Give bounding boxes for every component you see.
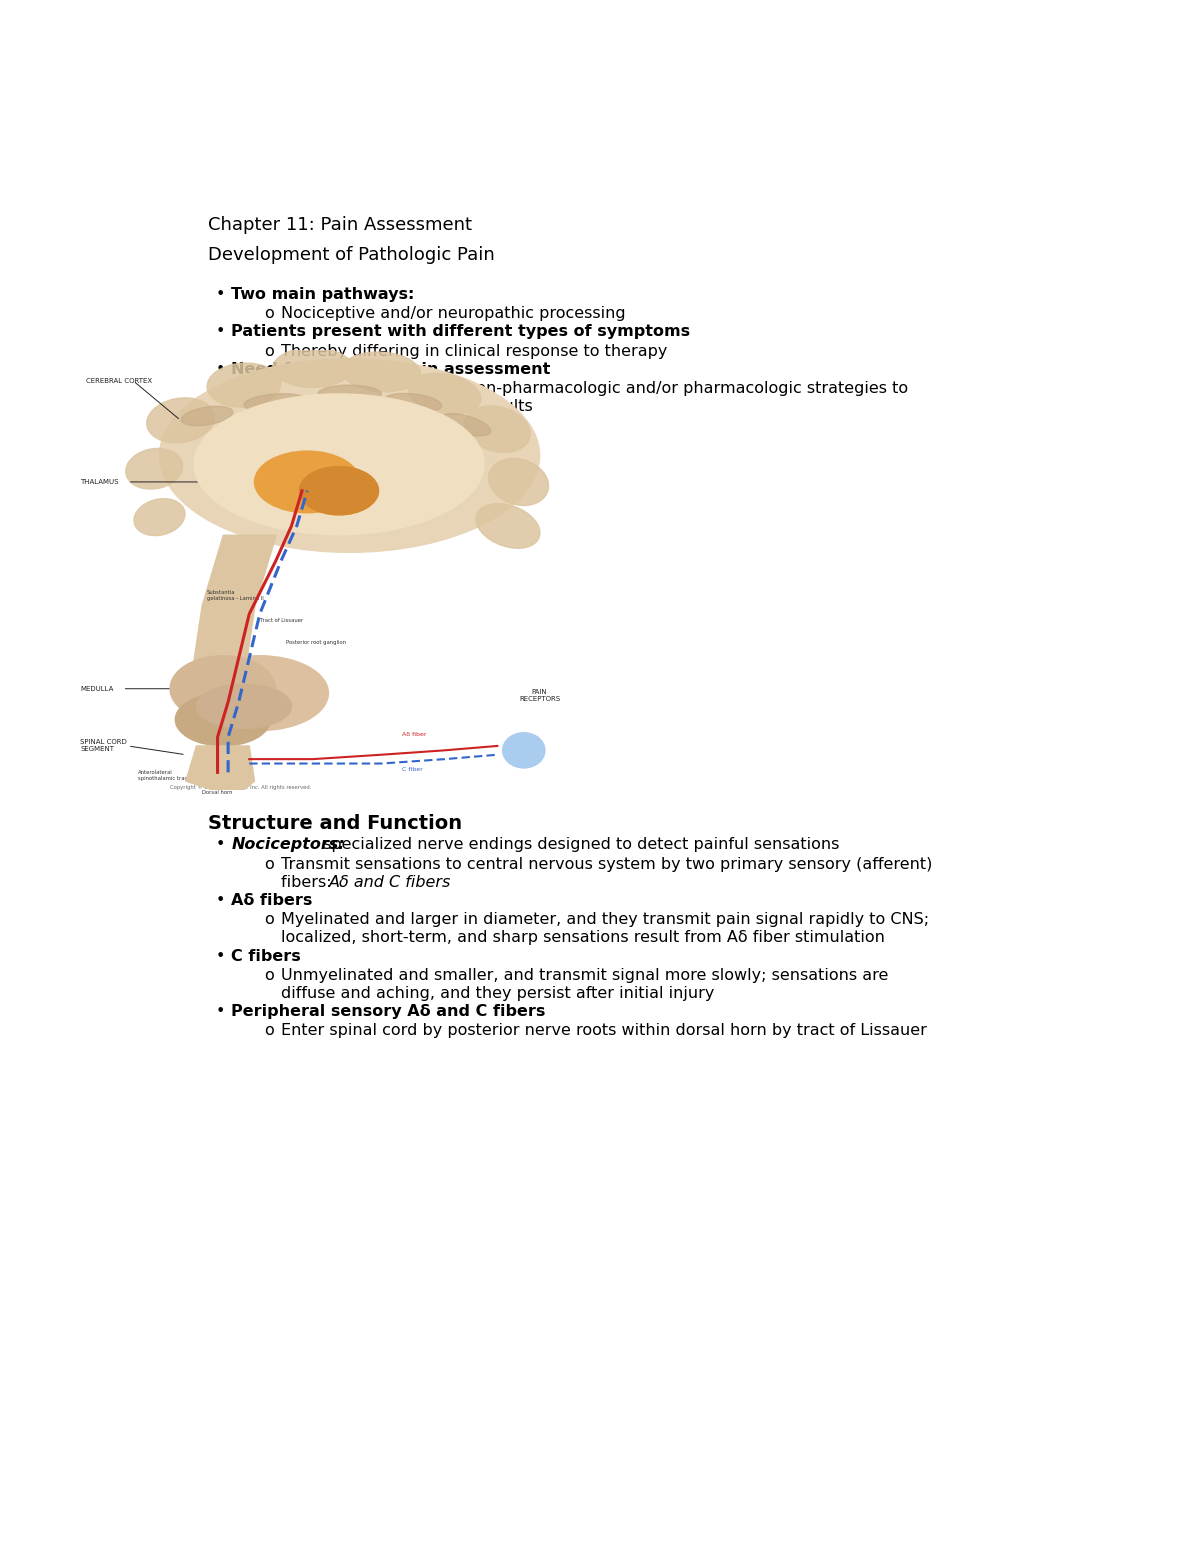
- Ellipse shape: [193, 394, 484, 534]
- Ellipse shape: [318, 385, 382, 402]
- Ellipse shape: [191, 655, 329, 730]
- Ellipse shape: [440, 413, 491, 436]
- Text: PAIN
RECEPTORS: PAIN RECEPTORS: [520, 690, 560, 702]
- Text: Myelinated and larger in diameter, and they transmit pain signal rapidly to CNS;: Myelinated and larger in diameter, and t…: [281, 912, 929, 927]
- Ellipse shape: [208, 363, 281, 407]
- Text: •: •: [216, 362, 224, 377]
- Ellipse shape: [146, 398, 215, 443]
- Ellipse shape: [274, 348, 353, 387]
- Ellipse shape: [300, 466, 378, 516]
- Text: Patients present with different types of symptoms: Patients present with different types of…: [232, 325, 690, 339]
- Ellipse shape: [160, 359, 540, 553]
- Text: Posterior root ganglion: Posterior root ganglion: [286, 640, 346, 644]
- Text: SPINAL CORD
SEGMENT: SPINAL CORD SEGMENT: [80, 739, 127, 753]
- Text: o: o: [264, 968, 274, 983]
- Text: localized, short-term, and sharp sensations result from Aδ fiber stimulation: localized, short-term, and sharp sensati…: [281, 930, 884, 946]
- Text: C fiber: C fiber: [402, 767, 424, 772]
- Text: o: o: [264, 857, 274, 871]
- Text: o: o: [264, 343, 274, 359]
- Text: Neuroanatomic Pathways: Neuroanatomic Pathways: [208, 438, 487, 458]
- Text: Structure and Function: Structure and Function: [208, 814, 462, 832]
- Text: Chapter 11: Pain Assessment: Chapter 11: Pain Assessment: [208, 216, 472, 235]
- Text: Transmit sensations to central nervous system by two primary sensory (afferent): Transmit sensations to central nervous s…: [281, 857, 932, 871]
- Text: Need for accurate pain assessment: Need for accurate pain assessment: [232, 362, 551, 377]
- Text: Nociceptive and/or neuropathic processing: Nociceptive and/or neuropathic processin…: [281, 306, 625, 321]
- Polygon shape: [186, 745, 254, 790]
- Ellipse shape: [170, 655, 276, 722]
- Text: Peripheral sensory Aδ and C fibers: Peripheral sensory Aδ and C fibers: [232, 1005, 546, 1019]
- Ellipse shape: [175, 693, 270, 745]
- Text: THALAMUS: THALAMUS: [80, 478, 119, 485]
- Ellipse shape: [244, 393, 307, 412]
- Text: Tract of Lissauer: Tract of Lissauer: [259, 618, 304, 623]
- Ellipse shape: [488, 458, 548, 505]
- Text: o: o: [264, 380, 274, 396]
- Text: Better able to develop non-pharmacologic and/or pharmacologic strategies to: Better able to develop non-pharmacologic…: [281, 380, 907, 396]
- Ellipse shape: [464, 405, 530, 452]
- Text: specialized nerve endings designed to detect painful sensations: specialized nerve endings designed to de…: [318, 837, 839, 853]
- Text: •: •: [216, 893, 224, 909]
- Text: •: •: [216, 325, 224, 339]
- Text: •: •: [216, 1005, 224, 1019]
- Text: •: •: [216, 837, 224, 853]
- Text: Unmyelinated and smaller, and transmit signal more slowly; sensations are: Unmyelinated and smaller, and transmit s…: [281, 968, 888, 983]
- Ellipse shape: [197, 685, 292, 728]
- Ellipse shape: [384, 393, 442, 412]
- Ellipse shape: [408, 373, 481, 415]
- Text: Aδ fiber: Aδ fiber: [402, 731, 427, 738]
- Text: obtain improved clinical results: obtain improved clinical results: [281, 399, 533, 415]
- Text: CEREBRAL CORTEX: CEREBRAL CORTEX: [85, 377, 151, 384]
- Ellipse shape: [126, 449, 182, 489]
- Text: Nociceptors:: Nociceptors:: [232, 837, 346, 853]
- Text: fibers:: fibers:: [281, 874, 336, 890]
- Text: Aδ and C fibers: Aδ and C fibers: [329, 874, 451, 890]
- Text: Two main pathways:: Two main pathways:: [232, 287, 415, 301]
- Text: •: •: [216, 949, 224, 963]
- Circle shape: [503, 733, 545, 767]
- Text: Dorsal horn: Dorsal horn: [202, 790, 233, 795]
- Text: Development of Pathologic Pain: Development of Pathologic Pain: [208, 247, 494, 264]
- Text: •: •: [216, 287, 224, 301]
- Text: C fibers: C fibers: [232, 949, 301, 963]
- Text: o: o: [264, 1023, 274, 1039]
- Text: MEDULLA: MEDULLA: [80, 686, 114, 691]
- Text: o: o: [264, 912, 274, 927]
- Text: diffuse and aching, and they persist after initial injury: diffuse and aching, and they persist aft…: [281, 986, 714, 1002]
- Text: Substantia
gelatinosa - Lamina II: Substantia gelatinosa - Lamina II: [206, 590, 264, 601]
- Text: Enter spinal cord by posterior nerve roots within dorsal horn by tract of Lissau: Enter spinal cord by posterior nerve roo…: [281, 1023, 926, 1039]
- Text: Thereby differing in clinical response to therapy: Thereby differing in clinical response t…: [281, 343, 667, 359]
- Ellipse shape: [134, 499, 185, 536]
- Ellipse shape: [181, 407, 233, 426]
- Text: o: o: [264, 306, 274, 321]
- Ellipse shape: [476, 503, 540, 548]
- Text: Copyright © 2020 by Elsevier Inc. All rights reserved.: Copyright © 2020 by Elsevier Inc. All ri…: [170, 784, 312, 790]
- Text: Aδ fibers: Aδ fibers: [232, 893, 313, 909]
- Text: Anterolateral
spinothalamic tract: Anterolateral spinothalamic tract: [138, 770, 190, 781]
- Ellipse shape: [254, 450, 360, 512]
- Ellipse shape: [342, 353, 421, 391]
